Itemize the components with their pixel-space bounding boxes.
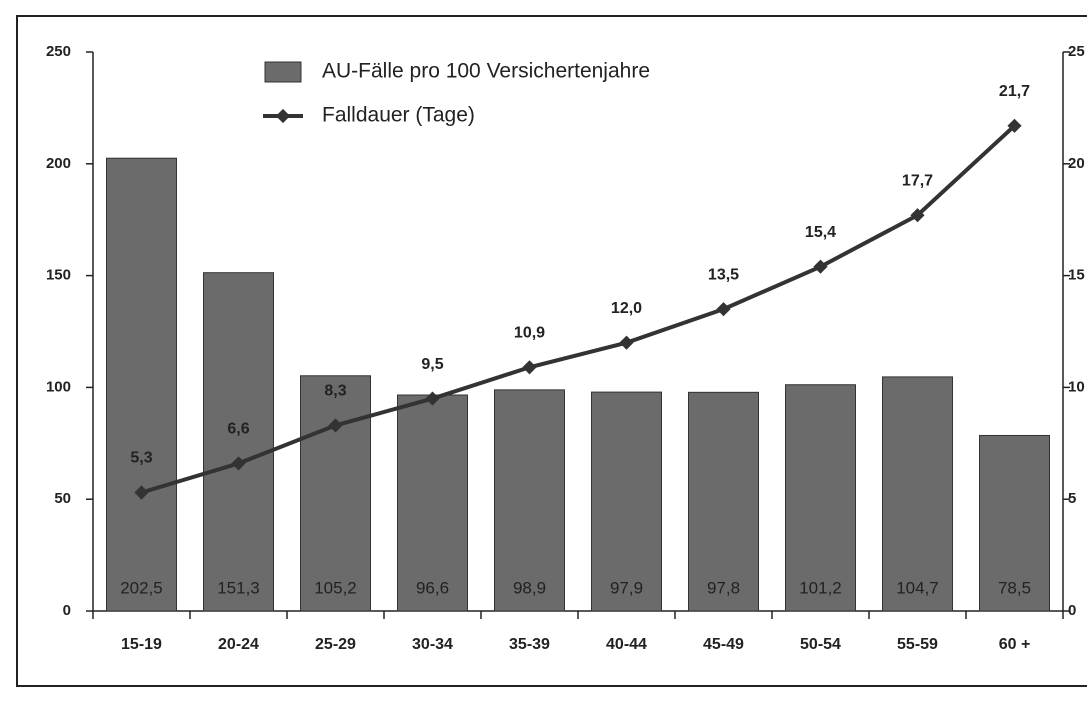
y-tick-label: 200 [46, 155, 71, 172]
bar [688, 391, 759, 612]
y2-tick-label: 10 [1068, 378, 1085, 395]
line-marker [716, 302, 731, 317]
x-tick-label: 55-59 [897, 636, 938, 653]
line-marker [231, 456, 246, 471]
line-marker [1007, 118, 1022, 133]
y-tick-label: 150 [46, 267, 71, 284]
line-value-label: 10,9 [514, 324, 545, 341]
bar-value-label: 151,3 [217, 578, 260, 597]
y-tick-label: 0 [63, 602, 71, 619]
x-tick-label: 15-19 [121, 636, 162, 653]
x-tick-label: 30-34 [412, 636, 453, 653]
y2-tick-label: 20 [1068, 155, 1085, 172]
line-marker [619, 335, 634, 350]
bar [397, 394, 468, 612]
y-tick-label: 50 [54, 490, 71, 507]
x-tick-label: 45-49 [703, 636, 744, 653]
bar [882, 376, 953, 612]
bar-value-label: 97,8 [707, 578, 740, 597]
bar-value-label: 97,9 [610, 578, 643, 597]
line-value-label: 9,5 [421, 356, 443, 373]
line-value-label: 6,6 [227, 421, 249, 438]
line-marker [134, 485, 149, 500]
bar [591, 391, 662, 612]
bar [203, 272, 274, 612]
line-value-label: 8,3 [324, 383, 346, 400]
y2-tick-label: 0 [1068, 602, 1076, 619]
bar-value-label: 105,2 [314, 578, 357, 597]
legend-marker [275, 108, 291, 124]
bar [785, 384, 856, 612]
x-tick-label: 60 + [999, 636, 1031, 653]
bar-value-label: 98,9 [513, 578, 546, 597]
bar [979, 434, 1050, 612]
bar-value-label: 101,2 [799, 578, 842, 597]
line-marker [813, 259, 828, 274]
x-tick-label: 50-54 [800, 636, 841, 653]
x-tick-label: 25-29 [315, 636, 356, 653]
bar-value-label: 96,6 [416, 578, 449, 597]
line-value-label: 17,7 [902, 172, 933, 189]
line-marker [522, 360, 537, 375]
line-value-label: 13,5 [708, 266, 739, 283]
x-tick-label: 40-44 [606, 636, 647, 653]
bar-value-label: 104,7 [896, 578, 939, 597]
line-marker [425, 391, 440, 406]
bar [106, 157, 177, 612]
line-value-label: 21,7 [999, 83, 1030, 100]
legend-label: AU-Fälle pro 100 Versichertenjahre [322, 60, 650, 83]
y2-tick-label: 15 [1068, 267, 1085, 284]
frame [16, 15, 1087, 687]
line-marker [910, 208, 925, 223]
line-value-label: 15,4 [805, 224, 836, 241]
bar [300, 375, 371, 612]
line-value-label: 12,0 [611, 300, 642, 317]
bar-value-label: 78,5 [998, 578, 1031, 597]
y-tick-label: 100 [46, 378, 71, 395]
legend-swatch [264, 61, 302, 83]
x-tick-label: 35-39 [509, 636, 550, 653]
y2-tick-label: 5 [1068, 490, 1076, 507]
x-tick-label: 20-24 [218, 636, 259, 653]
y2-tick-label: 25 [1068, 43, 1085, 60]
line-value-label: 5,3 [130, 450, 152, 467]
line [140, 124, 1016, 495]
line-marker [328, 418, 343, 433]
y-tick-label: 250 [46, 43, 71, 60]
legend-label: Falldauer (Tage) [322, 104, 475, 127]
bar [494, 389, 565, 612]
bar-value-label: 202,5 [120, 578, 163, 597]
